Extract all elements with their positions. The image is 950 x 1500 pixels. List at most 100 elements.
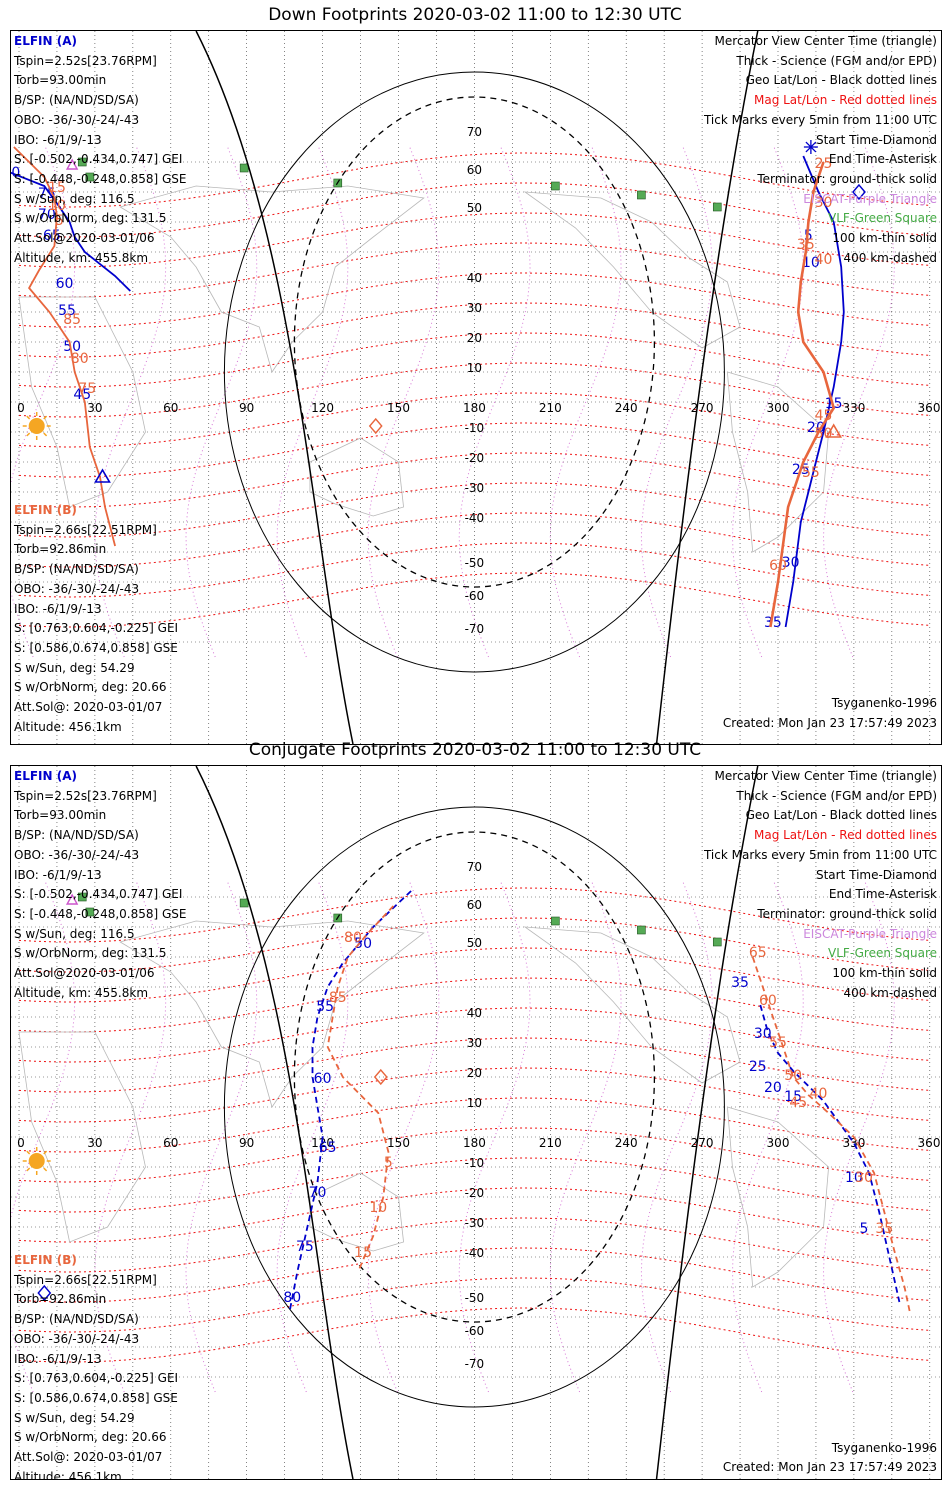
footprint-100km-thin: [223, 806, 725, 1408]
s-gei: S: [0.763,0.604,-0.225] GEI: [14, 621, 179, 636]
elfin-a-track-tick-label: 15: [784, 1089, 802, 1105]
obo: OBO: -36/-30/-24/-43: [14, 847, 140, 862]
lon-tick-label: 180: [463, 401, 486, 415]
lon-tick-label: 0: [17, 1136, 25, 1150]
mag-parallel: [18, 1157, 930, 1213]
panel-title: Down Footprints 2020-03-02 11:00 to 12:3…: [268, 5, 682, 25]
lat-tick-label: -70: [465, 622, 485, 636]
legend-thin: 100 km-thin solid: [832, 966, 937, 981]
lat-tick-label: 50: [467, 201, 482, 215]
lat-tick-label: -20: [465, 451, 485, 465]
asterisk-stroke: [805, 141, 817, 153]
eiscat-purple-triangle: [65, 158, 79, 170]
mag-meridian: [11, 146, 76, 658]
tspin: Tspin=2.52s[23.76RPM]: [14, 53, 157, 68]
torb: Torb=93.00min: [14, 73, 107, 88]
legend-end: End Time-Asterisk: [828, 887, 937, 902]
elfin-a-track-tick-label: 5: [860, 1221, 869, 1237]
lat-tick-label: -60: [465, 589, 485, 603]
panel-title: Conjugate Footprints 2020-03-02 11:00 to…: [248, 740, 702, 760]
elfin-a-info: ELFIN (A) Tspin=2.52s[23.76RPM] Torb=93.…: [14, 32, 187, 268]
sun-ray: [43, 432, 48, 437]
mag-meridian: [458, 881, 531, 1393]
elfin-b-track-tick-label: 5: [55, 213, 64, 229]
elfin-b-track-tick-label: 80: [71, 351, 89, 367]
lon-tick-label: 330: [842, 401, 865, 415]
terminator-line: [195, 766, 354, 1479]
start-diamond-marker: [373, 1068, 388, 1086]
mag-parallel: [18, 422, 930, 478]
bsp: B/SP: (NA/ND/SD/SA): [14, 1312, 139, 1327]
s-orbnorm: S w/OrbNorm, deg: 20.66: [14, 680, 167, 695]
lat-tick-label: -70: [465, 1357, 485, 1371]
mag-meridian: [458, 146, 531, 658]
footprint-400km-dashed: [293, 96, 656, 588]
elfin-b-track-tick-label: 75: [78, 381, 96, 397]
elfin-a-track-tick-label: 60: [56, 276, 74, 292]
elfin-a-track-tick-label: 10: [802, 255, 820, 271]
s-gse: S: [-0.448,-0.248,0.858] GSE: [14, 171, 187, 186]
end-asterisk-marker: [803, 140, 818, 154]
tspin: Tspin=2.66s[22.51RPM]: [14, 522, 157, 537]
lat-tick-label: -10: [465, 1156, 485, 1170]
elfin-a-track-tick-label: 50: [354, 936, 372, 952]
mag-parallel: [18, 1187, 930, 1243]
s-gei: S: [0.763,0.604,-0.225] GEI: [14, 1371, 179, 1386]
mag-parallel: [18, 977, 930, 1033]
legend-geo: Geo Lat/Lon - Black dotted lines: [745, 73, 937, 88]
mag-parallel: [18, 1127, 930, 1183]
altitude: Altitude: 456.1km: [14, 719, 122, 734]
att-sol: Att.Sol@2020-03-01/06: [14, 231, 155, 246]
coastline: [523, 926, 741, 1084]
elfin-b-track-tick-label: 15: [354, 1245, 372, 1261]
terminator-line: [655, 766, 759, 1479]
center-triangle-marker: [825, 423, 843, 438]
elfin-a-info: ELFIN (A) Tspin=2.52s[23.76RPM] Torb=93.…: [14, 767, 187, 1003]
s-sun: S w/Sun, deg: 54.29: [14, 660, 135, 675]
model-label: Tsyganenko-1996: [831, 1441, 937, 1455]
coastline: [523, 191, 741, 349]
elfin-a-track-tick-label: 30: [754, 1026, 772, 1042]
elfin-b-track-tick-label: 15: [48, 180, 66, 196]
mag-parallel: [18, 1037, 930, 1093]
lon-tick-label: 360: [918, 1136, 941, 1150]
map-frame: 0 30 60 90 120 150 180 210 240 270 300 330 360 70 60 50…: [10, 765, 942, 1480]
lon-tick-label: 150: [387, 401, 410, 415]
vlf-green-square: [77, 892, 87, 902]
s-orbnorm: S w/OrbNorm, deg: 131.5: [14, 946, 167, 961]
elfin-a-track-tick-label: 60: [314, 1071, 332, 1087]
s-sun: S w/Sun, deg: 54.29: [14, 1410, 135, 1425]
lon-tick-label: 240: [615, 401, 638, 415]
lon-tick-label: 300: [767, 1136, 790, 1150]
lat-tick-label: 60: [467, 163, 482, 177]
lon-tick-label: 300: [767, 401, 790, 415]
elfin-a-track-tick-label: 25: [749, 1059, 767, 1075]
att-sol: Att.Sol@: 2020-03-01/07: [14, 1450, 163, 1465]
sun-ray: [26, 415, 31, 420]
sun-ray: [26, 1150, 31, 1155]
sun-disk: [28, 418, 45, 434]
s-sun: S w/Sun, deg: 116.5: [14, 191, 135, 206]
lon-tick-label: 90: [239, 1136, 254, 1150]
ibo: IBO: -6/1/9/-13: [14, 132, 102, 147]
elfin-b-info: ELFIN (B) Tspin=2.66s[22.51RPM] Torb=92.…: [14, 501, 178, 737]
elfin-b-track: [751, 956, 911, 1312]
lat-tick-label: -30: [465, 481, 485, 495]
sun-ray: [43, 1167, 48, 1172]
lat-tick-label: -60: [465, 1324, 485, 1338]
mag-meridian: [185, 881, 258, 1393]
bsp: B/SP: (NA/ND/SD/SA): [14, 828, 139, 843]
legend-eiscat: EISCAT-Purple Triangle: [803, 191, 937, 206]
axis-labels: 0 30 60 90 120 150 180 210 240 270 300 330 360706050…: [17, 860, 940, 1371]
torb: Torb=92.86min: [14, 542, 107, 557]
vlf-green-square: [712, 937, 722, 947]
vlf-green-square: [551, 181, 560, 191]
axis-labels: 0 30 60 90 120 150 180 210 240 270 300 330 360706050…: [17, 125, 940, 636]
mag-meridian: [822, 881, 895, 1393]
elfin-b-track-tick-label: 40: [810, 1086, 828, 1102]
elfin-b-title: ELFIN (B): [14, 1253, 77, 1267]
s-gei: S: [-0.502,-0.434,0.747] GEI: [14, 152, 183, 167]
legend-geo: Geo Lat/Lon - Black dotted lines: [745, 808, 937, 823]
coastline: [726, 371, 830, 553]
sun-icon: [22, 1147, 51, 1175]
